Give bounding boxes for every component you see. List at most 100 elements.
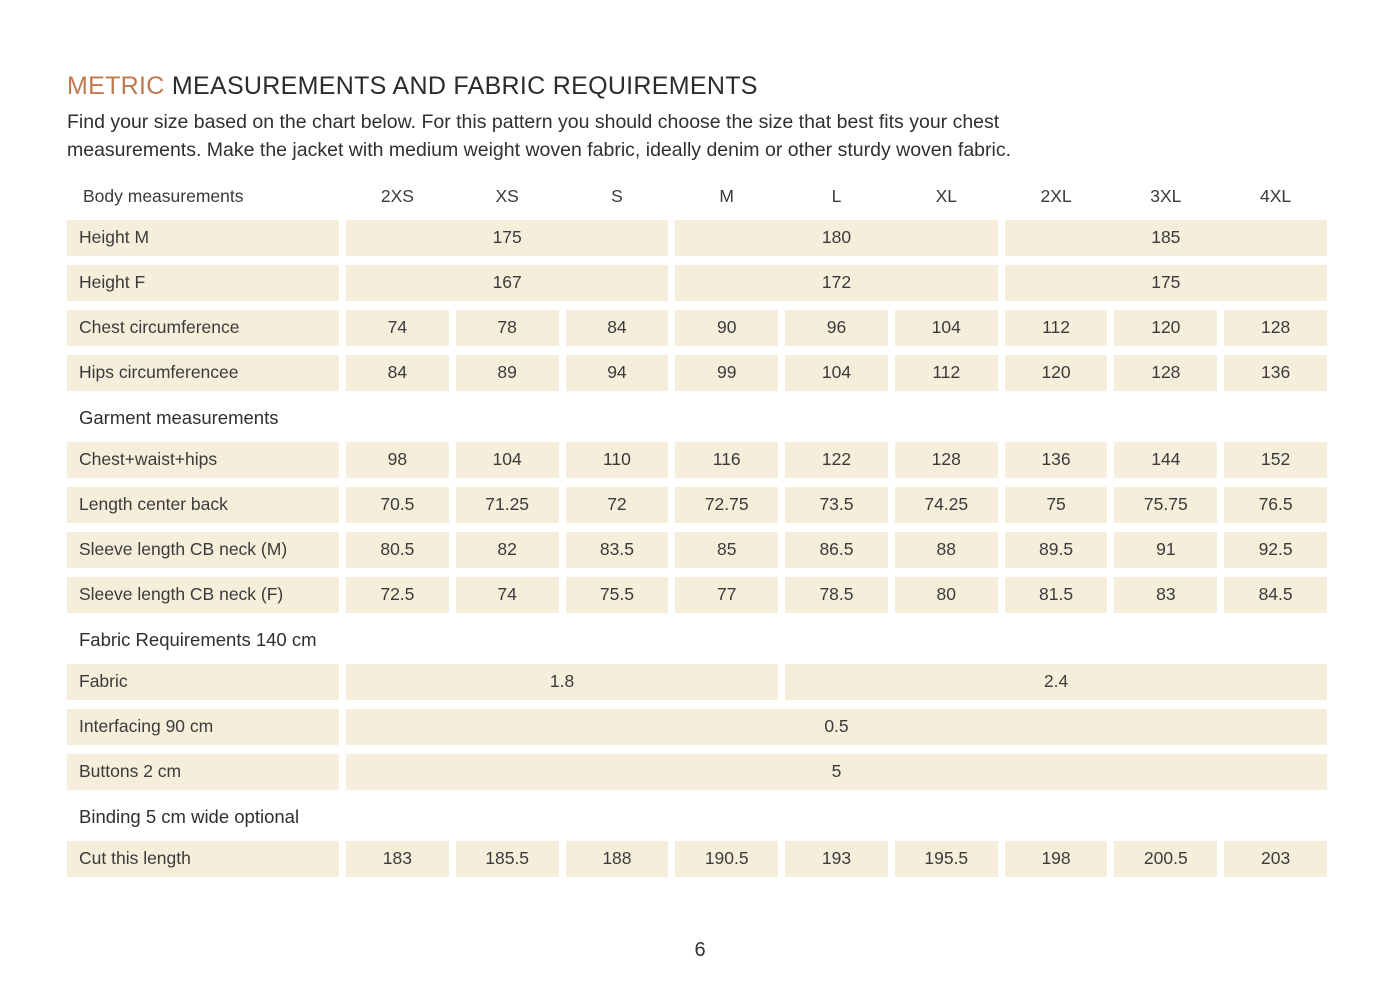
measurement-cell: 110 [565, 441, 669, 478]
section-label: Garment measurements [79, 406, 279, 428]
measurement-cell: 74.25 [894, 486, 998, 523]
measurement-cell: 5 [346, 753, 1327, 790]
size-column-header: 4XL [1260, 186, 1292, 207]
intro-line: Find your size based on the chart below.… [67, 110, 1000, 133]
measurement-cell: 89.5 [1004, 531, 1108, 568]
measurement-cell: 185.5 [455, 840, 559, 877]
measurement-cell: 78 [455, 309, 559, 346]
measurement-cell: 84.5 [1224, 576, 1327, 613]
measurement-cell: 96 [785, 309, 888, 346]
row-label: Sleeve length CB neck (F) [67, 576, 339, 613]
measurement-cell: 75.75 [1114, 486, 1218, 523]
measurement-cell: 71.25 [455, 486, 559, 523]
measurement-cell: 136 [1004, 441, 1108, 478]
measurement-cell: 193 [785, 840, 888, 877]
size-column-header: M [719, 186, 734, 207]
page-title-accent: METRIC [67, 72, 165, 100]
measurement-cell: 136 [1224, 354, 1327, 391]
measurement-cell: 99 [675, 354, 779, 391]
row-label: Chest+waist+hips [67, 441, 339, 478]
size-column-header: XS [495, 186, 519, 207]
table-row: Height F 167 172 175 [67, 264, 1327, 301]
measurement-cell: 78.5 [785, 576, 888, 613]
row-label: Height F [67, 264, 339, 301]
table-row: Height M 175 180 185 [67, 219, 1327, 256]
measurement-cell: 82 [455, 531, 559, 568]
measurement-cell: 80 [894, 576, 998, 613]
measurement-cell: 94 [565, 354, 669, 391]
measurement-cell: 75.5 [565, 576, 669, 613]
measurement-cell: 0.5 [346, 708, 1327, 745]
measurement-cell: 122 [785, 441, 888, 478]
measurement-cell: 92.5 [1224, 531, 1327, 568]
measurement-cell: 198 [1004, 840, 1108, 877]
measurement-cell: 72 [565, 486, 669, 523]
page-title: METRIC MEASUREMENTS AND FABRIC REQUIREME… [67, 72, 1330, 101]
measurement-cell: 88 [894, 531, 998, 568]
measurement-cell: 85 [675, 531, 779, 568]
measurement-cell: 91 [1114, 531, 1218, 568]
row-label: Fabric [67, 663, 339, 700]
measurement-cell: 183 [346, 840, 449, 877]
measurement-cell: 200.5 [1114, 840, 1218, 877]
measurement-cell: 72.75 [675, 486, 779, 523]
measurement-cell: 120 [1004, 354, 1108, 391]
row-label: Cut this length [67, 840, 339, 877]
table-row: Length center back 70.5 71.25 72 72.75 73.5 74… [67, 486, 1327, 523]
measurement-cell: 152 [1224, 441, 1327, 478]
measurement-cell: 83 [1114, 576, 1218, 613]
page-number: 6 [694, 939, 706, 961]
measurement-cell: 190.5 [675, 840, 779, 877]
table-row: Sleeve length CB neck (M) 80.5 82 83.5 85 86.… [67, 531, 1327, 568]
row-label: Length center back [67, 486, 339, 523]
measurement-cell: 172 [675, 264, 998, 301]
measurement-cell: 77 [675, 576, 779, 613]
measurement-cell: 104 [785, 354, 888, 391]
measurement-cell: 74 [346, 309, 449, 346]
measurement-table: Body measurements 2XS XS S M L XL 2XL 3XL 4XL He… [67, 186, 1327, 877]
page-title-rest: MEASUREMENTS AND FABRIC REQUIREMENTS [164, 72, 758, 100]
table-row: Chest circumference 74 78 84 90 96 104 112 120 12… [67, 309, 1327, 346]
table-header-row: Body measurements 2XS XS S M L XL 2XL 3XL 4XL [67, 186, 1327, 208]
measurement-cell: 128 [894, 441, 998, 478]
size-column-header: XL [935, 186, 957, 207]
measurement-cell: 84 [565, 309, 669, 346]
measurement-cell: 75 [1004, 486, 1108, 523]
measurement-cell: 195.5 [894, 840, 998, 877]
measurement-cell: 128 [1224, 309, 1327, 346]
measurement-cell: 167 [346, 264, 669, 301]
measurement-cell: 72.5 [346, 576, 449, 613]
measurement-cell: 104 [894, 309, 998, 346]
measurement-cell: 175 [1004, 264, 1327, 301]
measurement-cell: 112 [1004, 309, 1108, 346]
measurement-cell: 83.5 [565, 531, 669, 568]
measurement-cell: 188 [565, 840, 669, 877]
row-label: Hips circumferencee [67, 354, 339, 391]
table-header-label: Body measurements [83, 186, 244, 207]
table-row: Cut this length 183 185.5 188 190.5 193 195.5 1… [67, 840, 1327, 877]
table-row: Chest+waist+hips 98 104 110 116 122 128 136 144 1… [67, 441, 1327, 478]
intro-text: Find your size based on the chart below.… [67, 108, 1330, 165]
measurement-cell: 1.8 [346, 663, 779, 700]
measurement-cell: 116 [675, 441, 779, 478]
measurement-cell: 128 [1114, 354, 1218, 391]
table-row: Hips circumferencee 84 89 94 99 104 112 120 128 1… [67, 354, 1327, 391]
row-label: Sleeve length CB neck (M) [67, 531, 339, 568]
measurement-cell: 112 [894, 354, 998, 391]
measurement-cell: 120 [1114, 309, 1218, 346]
row-label: Height M [67, 219, 339, 256]
intro-line: measurements. Make the jacket with mediu… [67, 139, 1011, 162]
measurement-cell: 81.5 [1004, 576, 1108, 613]
section-label: Fabric Requirements 140 cm [79, 628, 317, 650]
table-row: Buttons 2 cm 5 [67, 753, 1327, 790]
measurement-cell: 70.5 [346, 486, 449, 523]
table-row: Fabric 1.8 2.4 [67, 663, 1327, 700]
measurement-cell: 84 [346, 354, 449, 391]
size-column-header: L [831, 186, 842, 207]
table-row: Sleeve length CB neck (F) 72.5 74 75.5 77 78.… [67, 576, 1327, 613]
measurement-cell: 73.5 [785, 486, 888, 523]
table-row: Interfacing 90 cm 0.5 [67, 708, 1327, 745]
measurement-cell: 203 [1224, 840, 1327, 877]
measurement-cell: 89 [455, 354, 559, 391]
